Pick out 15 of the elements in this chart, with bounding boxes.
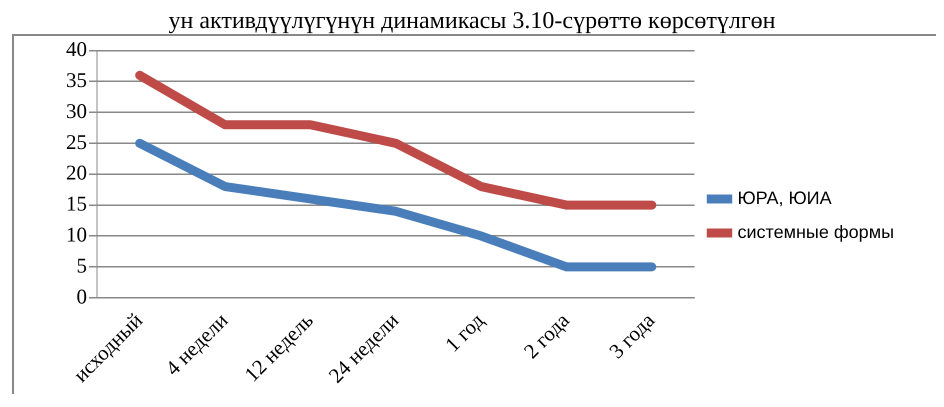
y-tick-label: 10 [66,222,87,246]
legend-label: системные формы [737,222,894,242]
x-tick-label: 1 год [440,308,489,357]
y-tick-label: 30 [66,98,87,123]
legend-label: ЮРА, ЮИА [737,188,832,208]
y-tick-label: 15 [66,192,87,216]
y-tick-label: 5 [76,253,87,278]
y-tick-label: 35 [66,68,87,92]
y-tick-label: 20 [66,160,87,185]
y-tick-label: 0 [76,284,87,308]
x-tick-label: 3 года [604,308,660,364]
text: ун активдүүлүгүнүн динамикасы 3.10-сүрөттө көрсөтүлгөн [167,8,777,34]
x-tick-label: 2 года [518,308,574,364]
y-tick-label: 40 [66,37,87,62]
y-tick-label: 25 [66,130,87,154]
